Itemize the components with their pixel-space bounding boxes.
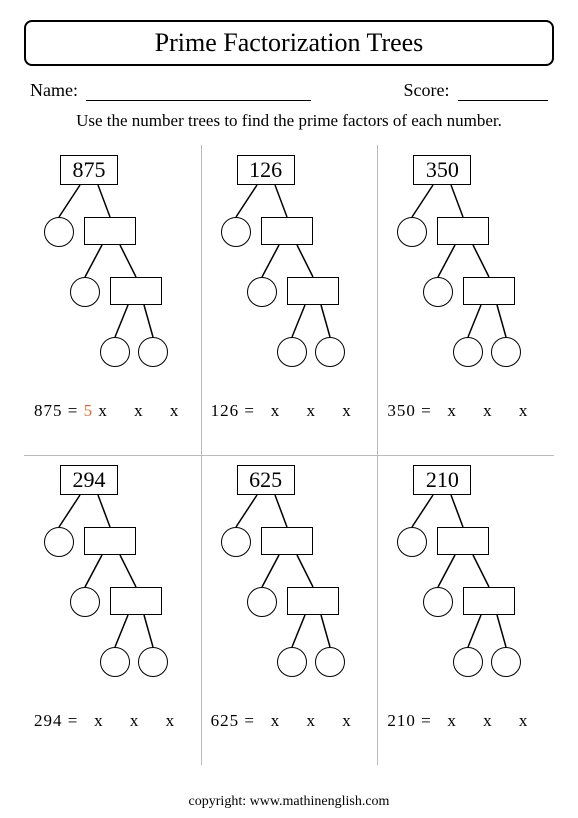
equation-line: 625 = x x x [201, 711, 378, 731]
factor-circle[interactable] [70, 587, 100, 617]
factor-circle[interactable] [247, 277, 277, 307]
factor-rect[interactable] [110, 277, 162, 305]
factor-circle[interactable] [44, 527, 74, 557]
factor-circle[interactable] [491, 647, 521, 677]
factor-circle[interactable] [277, 337, 307, 367]
factor-circle[interactable] [453, 647, 483, 677]
equation-terms: x x x [93, 401, 179, 420]
factor-rect[interactable] [463, 277, 515, 305]
score-label: Score: [404, 80, 450, 100]
factor-circle[interactable] [221, 527, 251, 557]
factor-circle[interactable] [100, 337, 130, 367]
factor-tree: 126 [207, 155, 377, 395]
score-blank[interactable] [458, 100, 548, 101]
factor-rect[interactable] [261, 527, 313, 555]
equation-prefix: 294 = [34, 711, 84, 730]
factor-circle[interactable] [315, 337, 345, 367]
equation-terms: x x x [260, 401, 352, 420]
root-number-box: 625 [237, 465, 295, 495]
equation-line: 875 = 5 x x x [24, 401, 201, 421]
factor-circle[interactable] [44, 217, 74, 247]
problem-cell: 625 625 = x x x [201, 455, 378, 765]
problem-grid: 875 875 = 5 x x x 126 126 = x x x 350 350 = x… [24, 145, 554, 765]
equation-hint: 5 [84, 401, 94, 420]
instructions: Use the number trees to find the prime f… [24, 111, 554, 131]
problem-cell: 294 294 = x x x [24, 455, 201, 765]
factor-rect[interactable] [437, 217, 489, 245]
factor-rect[interactable] [287, 277, 339, 305]
name-label: Name: [30, 80, 78, 100]
equation-terms: x x x [84, 711, 176, 730]
factor-circle[interactable] [277, 647, 307, 677]
equation-prefix: 350 = [387, 401, 437, 420]
equation-prefix: 875 = [34, 401, 84, 420]
problem-cell: 126 126 = x x x [201, 145, 378, 455]
copyright-text: copyright: www.mathinenglish.com [0, 794, 578, 810]
factor-circle[interactable] [315, 647, 345, 677]
equation-prefix: 126 = [211, 401, 261, 420]
header-row: Name: Score: [24, 80, 554, 101]
factor-rect[interactable] [84, 217, 136, 245]
factor-rect[interactable] [110, 587, 162, 615]
problem-cell: 350 350 = x x x [377, 145, 554, 455]
worksheet-title: Prime Factorization Trees [24, 20, 554, 66]
factor-circle[interactable] [221, 217, 251, 247]
root-number-box: 875 [60, 155, 118, 185]
factor-circle[interactable] [70, 277, 100, 307]
equation-line: 126 = x x x [201, 401, 378, 421]
equation-line: 210 = x x x [377, 711, 554, 731]
factor-rect[interactable] [287, 587, 339, 615]
root-number-box: 294 [60, 465, 118, 495]
factor-circle[interactable] [453, 337, 483, 367]
factor-rect[interactable] [261, 217, 313, 245]
root-number-box: 126 [237, 155, 295, 185]
equation-prefix: 625 = [211, 711, 261, 730]
problem-cell: 210 210 = x x x [377, 455, 554, 765]
equation-line: 350 = x x x [377, 401, 554, 421]
factor-rect[interactable] [84, 527, 136, 555]
factor-rect[interactable] [437, 527, 489, 555]
factor-tree: 625 [207, 465, 377, 705]
factor-circle[interactable] [491, 337, 521, 367]
equation-line: 294 = x x x [24, 711, 201, 731]
factor-circle[interactable] [247, 587, 277, 617]
factor-rect[interactable] [463, 587, 515, 615]
equation-terms: x x x [260, 711, 352, 730]
factor-circle[interactable] [423, 277, 453, 307]
factor-tree: 294 [30, 465, 200, 705]
equation-terms: x x x [437, 711, 529, 730]
factor-tree: 875 [30, 155, 200, 395]
factor-circle[interactable] [397, 217, 427, 247]
root-number-box: 210 [413, 465, 471, 495]
factor-circle[interactable] [100, 647, 130, 677]
factor-circle[interactable] [138, 647, 168, 677]
factor-circle[interactable] [423, 587, 453, 617]
factor-tree: 210 [383, 465, 553, 705]
factor-circle[interactable] [397, 527, 427, 557]
root-number-box: 350 [413, 155, 471, 185]
problem-cell: 875 875 = 5 x x x [24, 145, 201, 455]
name-blank[interactable] [86, 100, 311, 101]
equation-prefix: 210 = [387, 711, 437, 730]
factor-circle[interactable] [138, 337, 168, 367]
equation-terms: x x x [437, 401, 529, 420]
factor-tree: 350 [383, 155, 553, 395]
